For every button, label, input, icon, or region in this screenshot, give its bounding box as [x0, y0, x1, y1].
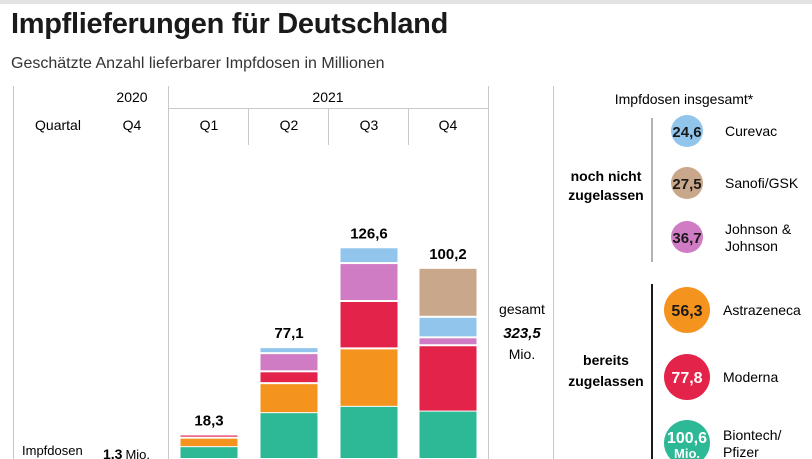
quarter-label-2: Q2	[280, 117, 299, 133]
total-label-3: 126,6	[350, 225, 388, 242]
bar-q3-3-astrazeneca	[340, 349, 398, 406]
group-unapproved-line1: noch nicht	[571, 168, 642, 184]
legend-value-unit-biontech: Mio.	[674, 446, 700, 459]
total-label-2: 77,1	[274, 325, 303, 342]
total-labels: 18,3 77,1 126,6 100,2	[194, 225, 466, 429]
legend-name-biontech-line1: Biontech/	[723, 427, 781, 443]
legend-bubble-johnson	[671, 221, 703, 253]
chart-title: Impflieferungen für Deutschland	[11, 8, 449, 40]
quarter-label-0: Q4	[123, 117, 142, 133]
year-label-2020: 2020	[116, 89, 147, 105]
legend-bubble-biontech	[664, 420, 710, 459]
bar-q3-3-moderna	[340, 302, 398, 348]
group-unapproved-line2: zugelassen	[568, 187, 643, 203]
bar-q2-2-biontech-pfizer	[260, 413, 318, 458]
bar-q1-1-astrazeneca	[180, 438, 238, 447]
row-label: Impfdosen	[22, 443, 83, 458]
legend-value-biontech: 100,6	[667, 430, 707, 447]
bar-stacks	[180, 248, 477, 458]
legend-name-sanofi-gsk: Sanofi/GSK	[725, 175, 799, 191]
legend-title: Impfdosen insgesamt*	[615, 91, 754, 107]
overall-total-unit: Mio.	[509, 346, 535, 362]
legend-value-sanofi-gsk: 27,5	[672, 176, 701, 193]
grid-lines	[13, 86, 554, 459]
first-total-unit: Mio.	[125, 447, 150, 459]
legend-value-johnson: 36,7	[672, 230, 701, 247]
bar-q2-2-curevac	[260, 348, 318, 353]
top-border	[0, 0, 812, 4]
legend-value-curevac: 24,6	[672, 124, 701, 141]
bar-q1-1-moderna	[180, 435, 238, 437]
quarter-labels: Q4 Q1 Q2 Q3 Q4	[123, 117, 458, 133]
bar-q2-2-moderna	[260, 372, 318, 383]
bar-q4-4-sanofi-gsk	[419, 268, 477, 316]
group-approved-line2: zugelassen	[568, 373, 643, 389]
quarter-header: Quartal	[35, 117, 81, 133]
bar-q4-4-biontech-pfizer	[419, 411, 477, 458]
bar-q4-4-moderna	[419, 346, 477, 411]
legend-bubble-moderna	[664, 354, 710, 400]
legend-bubble-astrazeneca	[664, 287, 710, 333]
year-label-2021: 2021	[312, 89, 343, 105]
bar-q4-4-johnson-johnson	[419, 338, 477, 345]
legend-name-johnson-line1: Johnson &	[725, 221, 792, 237]
legend-name-biontech-line2: Pfizer	[723, 444, 759, 459]
overall-total-value: 323,5	[503, 325, 541, 342]
bar-q2-2-astrazeneca	[260, 384, 318, 413]
total-label-4: 100,2	[429, 246, 467, 263]
legend-value-astrazeneca: 56,3	[671, 303, 702, 320]
bar-q2-2-johnson-johnson	[260, 354, 318, 371]
overall-total-label: gesamt	[499, 301, 545, 317]
bar-q1-1-biontech-pfizer	[180, 447, 238, 458]
quarter-label-4: Q4	[439, 117, 458, 133]
legend-name-moderna: Moderna	[723, 369, 778, 385]
legend-bubble-curevac	[671, 115, 703, 147]
legend-value-moderna: 77,8	[671, 370, 702, 387]
legend-name-astrazeneca: Astrazeneca	[723, 302, 801, 318]
legend-name-johnson-line2: Johnson	[725, 238, 778, 254]
total-label-1: 18,3	[194, 413, 223, 430]
legend-name-curevac: Curevac	[725, 123, 777, 139]
group-approved-line1: bereits	[583, 352, 629, 368]
first-total-value: 1,3	[103, 446, 123, 459]
first-total: 1,3 Mio.	[103, 446, 150, 459]
bar-q3-3-curevac	[340, 248, 398, 263]
bar-q4-4-curevac	[419, 317, 477, 337]
quarter-label-1: Q1	[200, 117, 219, 133]
legend-items: 24,6 Curevac 27,5 Sanofi/GSK 36,7 Johnson &Jo…	[664, 115, 801, 459]
bar-q3-3-biontech-pfizer	[340, 406, 398, 458]
legend-bubble-sanofi-gsk	[671, 167, 703, 199]
quarter-label-3: Q3	[360, 117, 379, 133]
chart-subtitle: Geschätzte Anzahl lieferbarer Impfdosen …	[11, 55, 385, 72]
bar-q3-3-johnson-johnson	[340, 264, 398, 300]
